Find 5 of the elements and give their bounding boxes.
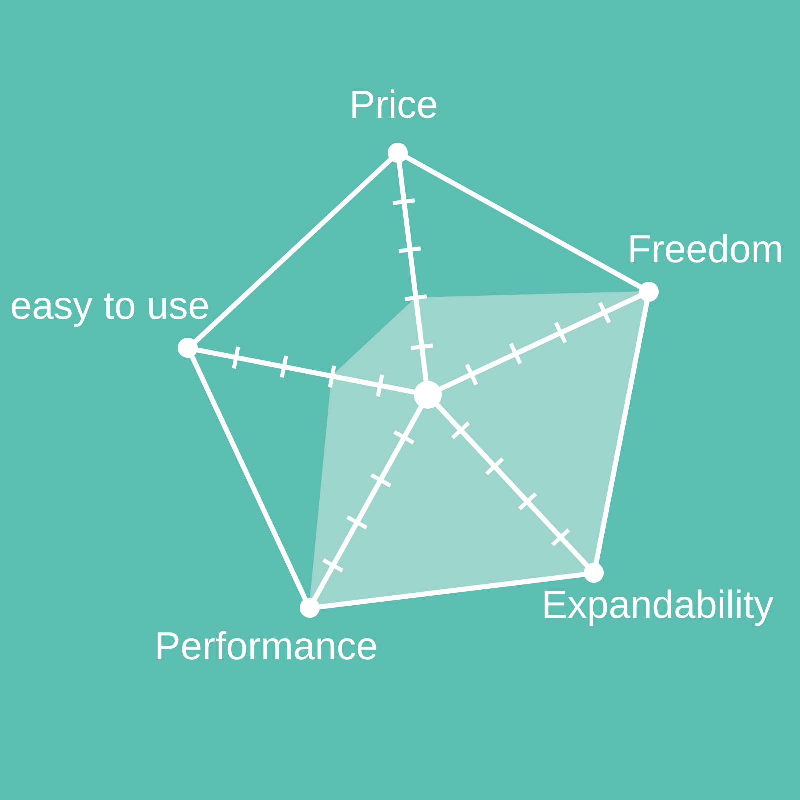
- spoke-label: Performance: [154, 625, 378, 668]
- spoke-label: easy to use: [10, 285, 210, 328]
- spoke-label: Expandability: [542, 584, 774, 627]
- spoke-label: Freedom: [628, 228, 784, 272]
- spoke-label: Price: [350, 84, 438, 127]
